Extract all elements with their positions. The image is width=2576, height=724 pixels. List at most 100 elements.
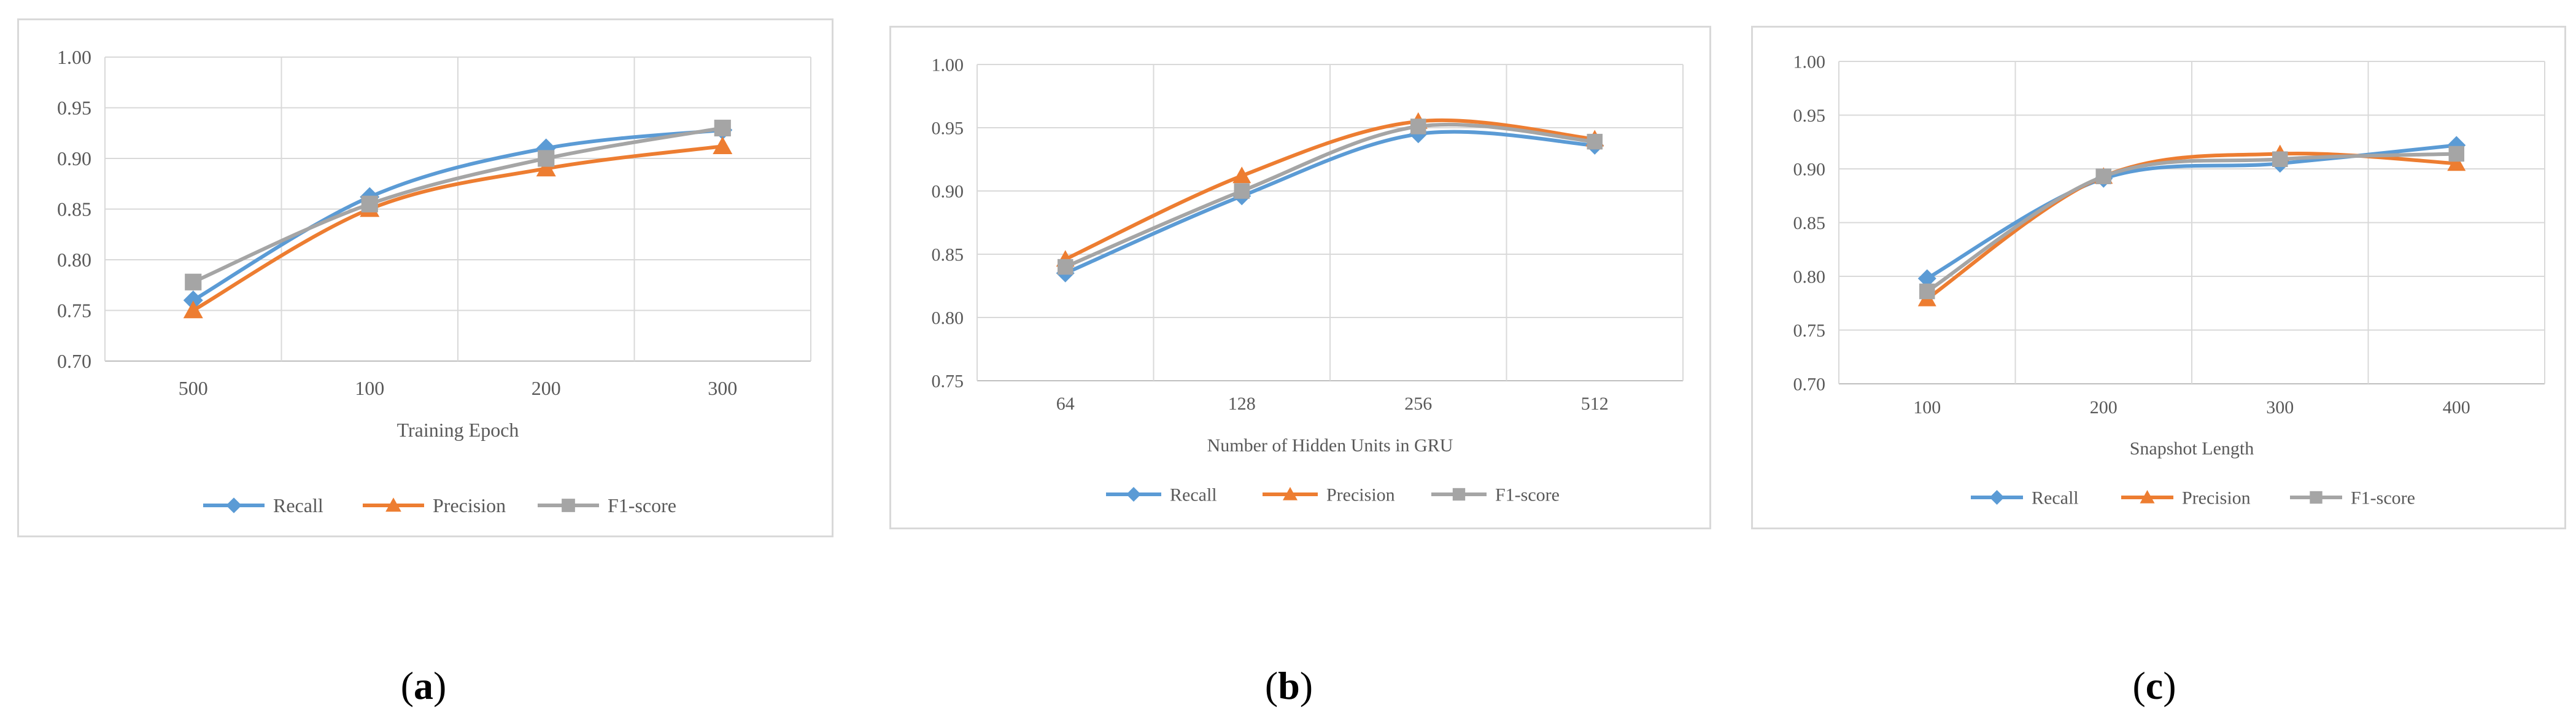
legend-item: Recall [1971, 488, 2079, 508]
data-point [2447, 154, 2466, 171]
chart-panel-b: 0.75 0.80 0.85 0.90 0.95 1.00 64 128 256 512 Numbe… [889, 26, 1711, 529]
y-tick-label: 0.90 [57, 147, 91, 169]
y-tick-label: 0.85 [932, 245, 964, 265]
series-line [1063, 130, 1597, 275]
legend-label: Precision [1326, 485, 1395, 505]
y-tick-label: 0.75 [932, 372, 964, 392]
legend: Recall Precision F1-score [1971, 488, 2415, 508]
y-tick-label: 0.90 [1793, 160, 1826, 180]
legend-item: F1-score [538, 494, 676, 516]
caption-a-label: a [414, 664, 433, 707]
x-tick-label: 512 [1581, 394, 1609, 414]
caption-b: (b) [1264, 664, 1313, 707]
legend-marker [1283, 487, 1298, 500]
legend-marker [1989, 490, 2005, 505]
legend-item: F1-score [2290, 488, 2415, 508]
series-line [191, 128, 725, 302]
x-tick-label: 100 [1913, 397, 1941, 418]
y-tick-label: 1.00 [57, 46, 91, 68]
data-point [2095, 168, 2111, 184]
legend-item: Recall [1106, 485, 1217, 505]
x-tick-label: 200 [2090, 397, 2118, 418]
y-tick-label: 0.75 [57, 300, 91, 322]
series-line [1063, 118, 1597, 262]
legend-marker [1126, 487, 1141, 502]
legend-item: Precision [363, 494, 506, 516]
data-point [536, 158, 556, 177]
data-point [2272, 151, 2288, 167]
y-tick-label: 0.95 [1793, 106, 1826, 126]
y-tick-label: 0.70 [1793, 375, 1826, 395]
y-tick-label: 0.80 [1793, 267, 1826, 287]
series-line [191, 144, 725, 313]
x-tick-label: 300 [708, 377, 737, 399]
y-tick-label: 0.85 [1793, 213, 1826, 233]
y-tick-label: 1.00 [1793, 52, 1826, 72]
grid [104, 56, 811, 362]
data-point [2448, 146, 2464, 162]
y-tick-label: 0.70 [57, 350, 91, 372]
legend-label: Recall [273, 494, 323, 516]
legend-item: Precision [1263, 485, 1395, 505]
y-tick-label: 0.90 [932, 182, 964, 202]
legend-marker [562, 499, 575, 512]
y-tick-label: 0.95 [932, 119, 964, 139]
legend-marker [385, 497, 401, 512]
caption-c-label: c [2145, 664, 2164, 707]
series-line [191, 126, 725, 284]
legend-label: Precision [2182, 488, 2251, 508]
x-tick-label: 64 [1056, 394, 1075, 414]
legend: Recall Precision F1-score [1106, 485, 1560, 505]
grid [1838, 61, 2545, 384]
data-point [1410, 119, 1426, 134]
series-line [1063, 122, 1597, 269]
series-line [1925, 152, 2459, 294]
legend-marker [2140, 490, 2155, 504]
x-tick-label: 300 [2266, 397, 2294, 418]
grid [977, 64, 1684, 381]
x-tick-label: 256 [1404, 394, 1432, 414]
data-point [538, 150, 555, 167]
data-point [183, 290, 203, 310]
data-point [361, 195, 378, 212]
chart-panel-a: 0.70 0.75 0.80 0.85 0.90 0.95 1.00 500 100 200 300… [17, 18, 834, 537]
legend-label: Recall [1170, 485, 1217, 505]
legend-item: Precision [2121, 488, 2251, 508]
caption-b-label: b [1278, 664, 1300, 707]
y-tick-label: 0.75 [1793, 321, 1826, 341]
series-line [1925, 143, 2459, 281]
y-tick-label: 0.85 [57, 198, 91, 220]
series-f1-score [1058, 119, 1603, 275]
data-point [1919, 283, 1935, 300]
data-point [183, 300, 203, 319]
data-point [185, 273, 202, 290]
chart-panel-c: 0.70 0.75 0.80 0.85 0.90 0.95 1.00 100 200 300 400… [1751, 26, 2566, 529]
chart-b-svg: 0.75 0.80 0.85 0.90 0.95 1.00 64 128 256 512 Numbe… [932, 55, 1684, 505]
chart-a-svg: 0.70 0.75 0.80 0.85 0.90 0.95 1.00 500 100 200 300… [57, 46, 811, 516]
y-tick-label: 1.00 [932, 55, 964, 76]
legend-marker [2310, 491, 2323, 504]
series-f1-score [1919, 146, 2464, 300]
legend-item: Recall [203, 494, 323, 516]
data-point [1234, 183, 1250, 199]
legend-marker [226, 497, 242, 513]
chart-c-svg: 0.70 0.75 0.80 0.85 0.90 0.95 1.00 100 200 300 400… [1793, 52, 2545, 508]
x-axis-title: Number of Hidden Units in GRU [1207, 435, 1453, 456]
y-tick-label: 0.80 [932, 308, 964, 329]
series-f1-score [185, 119, 731, 290]
caption-c: (c) [2132, 664, 2176, 707]
x-tick-label: 500 [179, 377, 208, 399]
data-point [714, 119, 731, 137]
legend-label: F1-score [608, 494, 676, 516]
x-axis-title: Training Epoch [397, 419, 519, 441]
x-tick-label: 200 [532, 377, 561, 399]
legend-label: F1-score [2351, 488, 2415, 508]
caption-a: (a) [400, 664, 447, 707]
legend-label: Precision [433, 494, 506, 516]
x-tick-label: 400 [2443, 397, 2470, 418]
y-tick-label: 0.80 [57, 249, 91, 271]
data-point [1587, 133, 1603, 150]
legend-label: F1-score [1495, 485, 1560, 505]
legend-label: Recall [2032, 488, 2079, 508]
data-point [1058, 259, 1073, 275]
